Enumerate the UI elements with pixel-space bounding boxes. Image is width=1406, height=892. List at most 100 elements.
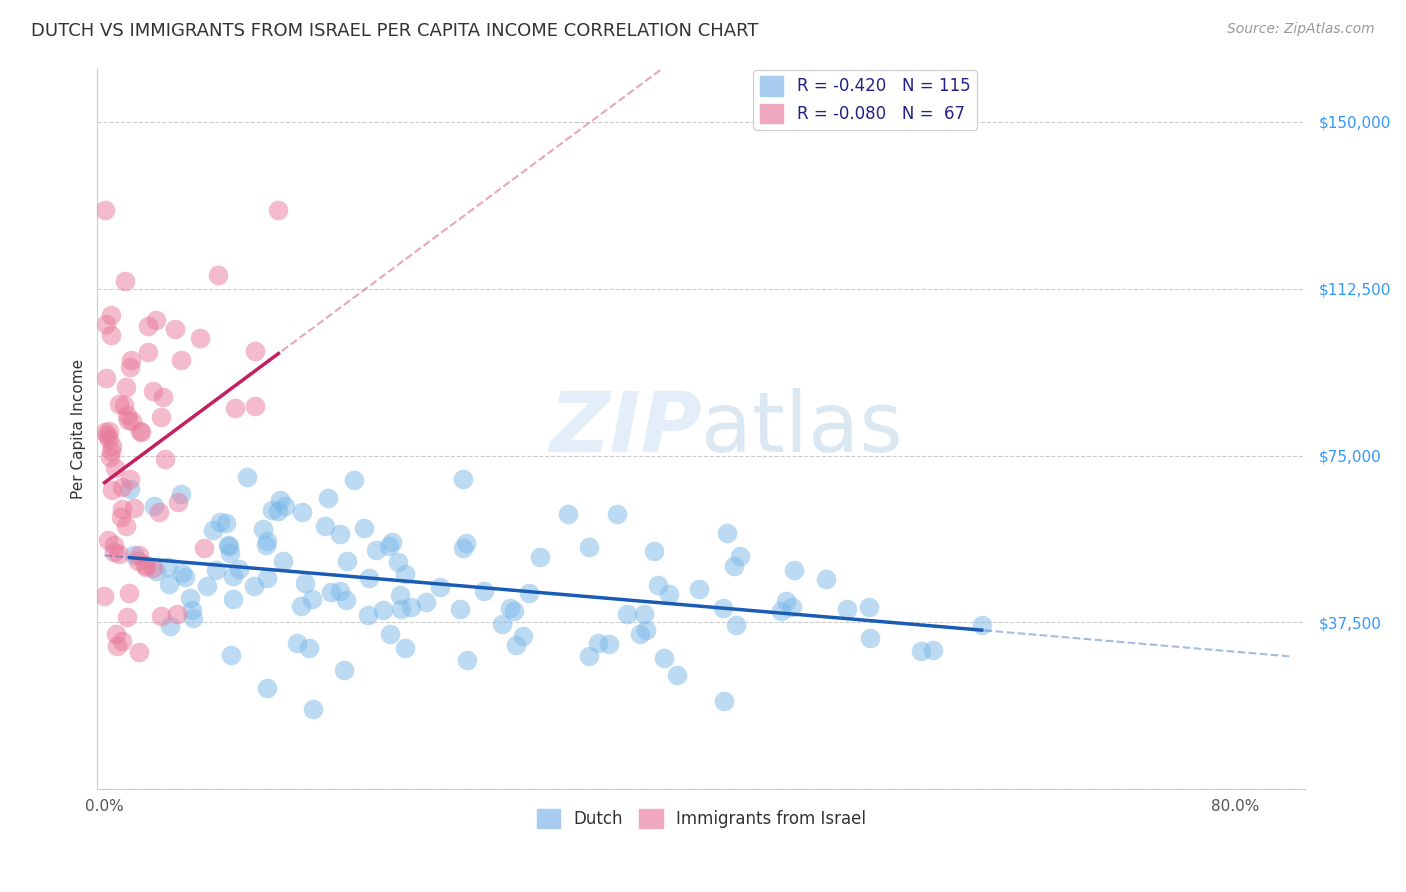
Point xyxy=(578,541,600,555)
Point xyxy=(628,627,651,641)
Point xyxy=(159,618,181,632)
Point xyxy=(110,509,132,524)
Text: DUTCH VS IMMIGRANTS FROM ISRAEL PER CAPITA INCOME CORRELATION CHART: DUTCH VS IMMIGRANTS FROM ISRAEL PER CAPI… xyxy=(31,22,758,40)
Point xyxy=(616,607,638,621)
Point xyxy=(254,538,277,552)
Point xyxy=(491,616,513,631)
Point xyxy=(188,331,211,345)
Point xyxy=(688,582,710,596)
Point xyxy=(711,601,734,615)
Point xyxy=(115,519,138,533)
Point xyxy=(399,600,422,615)
Point xyxy=(429,580,451,594)
Point xyxy=(336,554,359,568)
Point xyxy=(503,604,526,618)
Point xyxy=(837,602,859,616)
Point xyxy=(243,344,266,359)
Point xyxy=(174,570,197,584)
Point xyxy=(134,558,156,573)
Point xyxy=(170,566,193,580)
Point xyxy=(117,408,139,422)
Point xyxy=(98,424,121,438)
Point xyxy=(557,508,579,522)
Point xyxy=(394,640,416,655)
Point xyxy=(243,579,266,593)
Point xyxy=(105,639,128,653)
Point xyxy=(373,603,395,617)
Point xyxy=(519,586,541,600)
Point xyxy=(859,632,882,646)
Point xyxy=(101,439,124,453)
Point xyxy=(260,503,283,517)
Point xyxy=(145,313,167,327)
Point xyxy=(100,444,122,458)
Point xyxy=(415,595,437,609)
Point xyxy=(117,413,139,427)
Point xyxy=(267,504,290,518)
Point xyxy=(181,603,204,617)
Point xyxy=(498,600,520,615)
Point xyxy=(269,492,291,507)
Point xyxy=(319,585,342,599)
Point xyxy=(94,371,117,385)
Point xyxy=(389,602,412,616)
Point xyxy=(652,651,675,665)
Point xyxy=(111,502,134,516)
Point xyxy=(302,702,325,716)
Point xyxy=(121,414,143,428)
Point xyxy=(329,526,352,541)
Point xyxy=(290,599,312,613)
Point xyxy=(666,667,689,681)
Point xyxy=(179,591,201,605)
Point xyxy=(107,547,129,561)
Point xyxy=(252,522,274,536)
Text: atlas: atlas xyxy=(702,388,903,469)
Y-axis label: Per Capita Income: Per Capita Income xyxy=(72,359,86,499)
Point xyxy=(578,649,600,664)
Point xyxy=(141,561,163,575)
Point xyxy=(217,538,239,552)
Point xyxy=(103,545,125,559)
Point xyxy=(606,507,628,521)
Point xyxy=(256,533,278,548)
Point xyxy=(100,308,122,322)
Point xyxy=(294,576,316,591)
Point xyxy=(377,539,399,553)
Point xyxy=(267,203,290,218)
Point xyxy=(115,609,138,624)
Point xyxy=(505,638,527,652)
Point xyxy=(118,585,141,599)
Point xyxy=(274,499,297,513)
Point xyxy=(723,558,745,573)
Point xyxy=(181,610,204,624)
Point xyxy=(207,268,229,282)
Point xyxy=(472,583,495,598)
Point xyxy=(357,571,380,585)
Point xyxy=(149,608,172,623)
Point xyxy=(291,505,314,519)
Point xyxy=(598,637,620,651)
Point xyxy=(357,607,380,622)
Point xyxy=(112,398,135,412)
Point xyxy=(332,663,354,677)
Point xyxy=(298,640,321,655)
Point xyxy=(166,607,188,621)
Point xyxy=(218,545,240,559)
Point xyxy=(136,345,159,359)
Point xyxy=(167,494,190,508)
Point xyxy=(218,539,240,553)
Point xyxy=(394,566,416,581)
Point xyxy=(100,327,122,342)
Point xyxy=(219,648,242,662)
Point xyxy=(150,409,173,424)
Point xyxy=(328,583,350,598)
Point xyxy=(222,569,245,583)
Point xyxy=(170,487,193,501)
Point xyxy=(725,617,748,632)
Point xyxy=(713,694,735,708)
Point xyxy=(222,592,245,607)
Point xyxy=(94,318,117,332)
Text: ZIP: ZIP xyxy=(548,388,702,469)
Point xyxy=(114,379,136,393)
Point xyxy=(770,603,793,617)
